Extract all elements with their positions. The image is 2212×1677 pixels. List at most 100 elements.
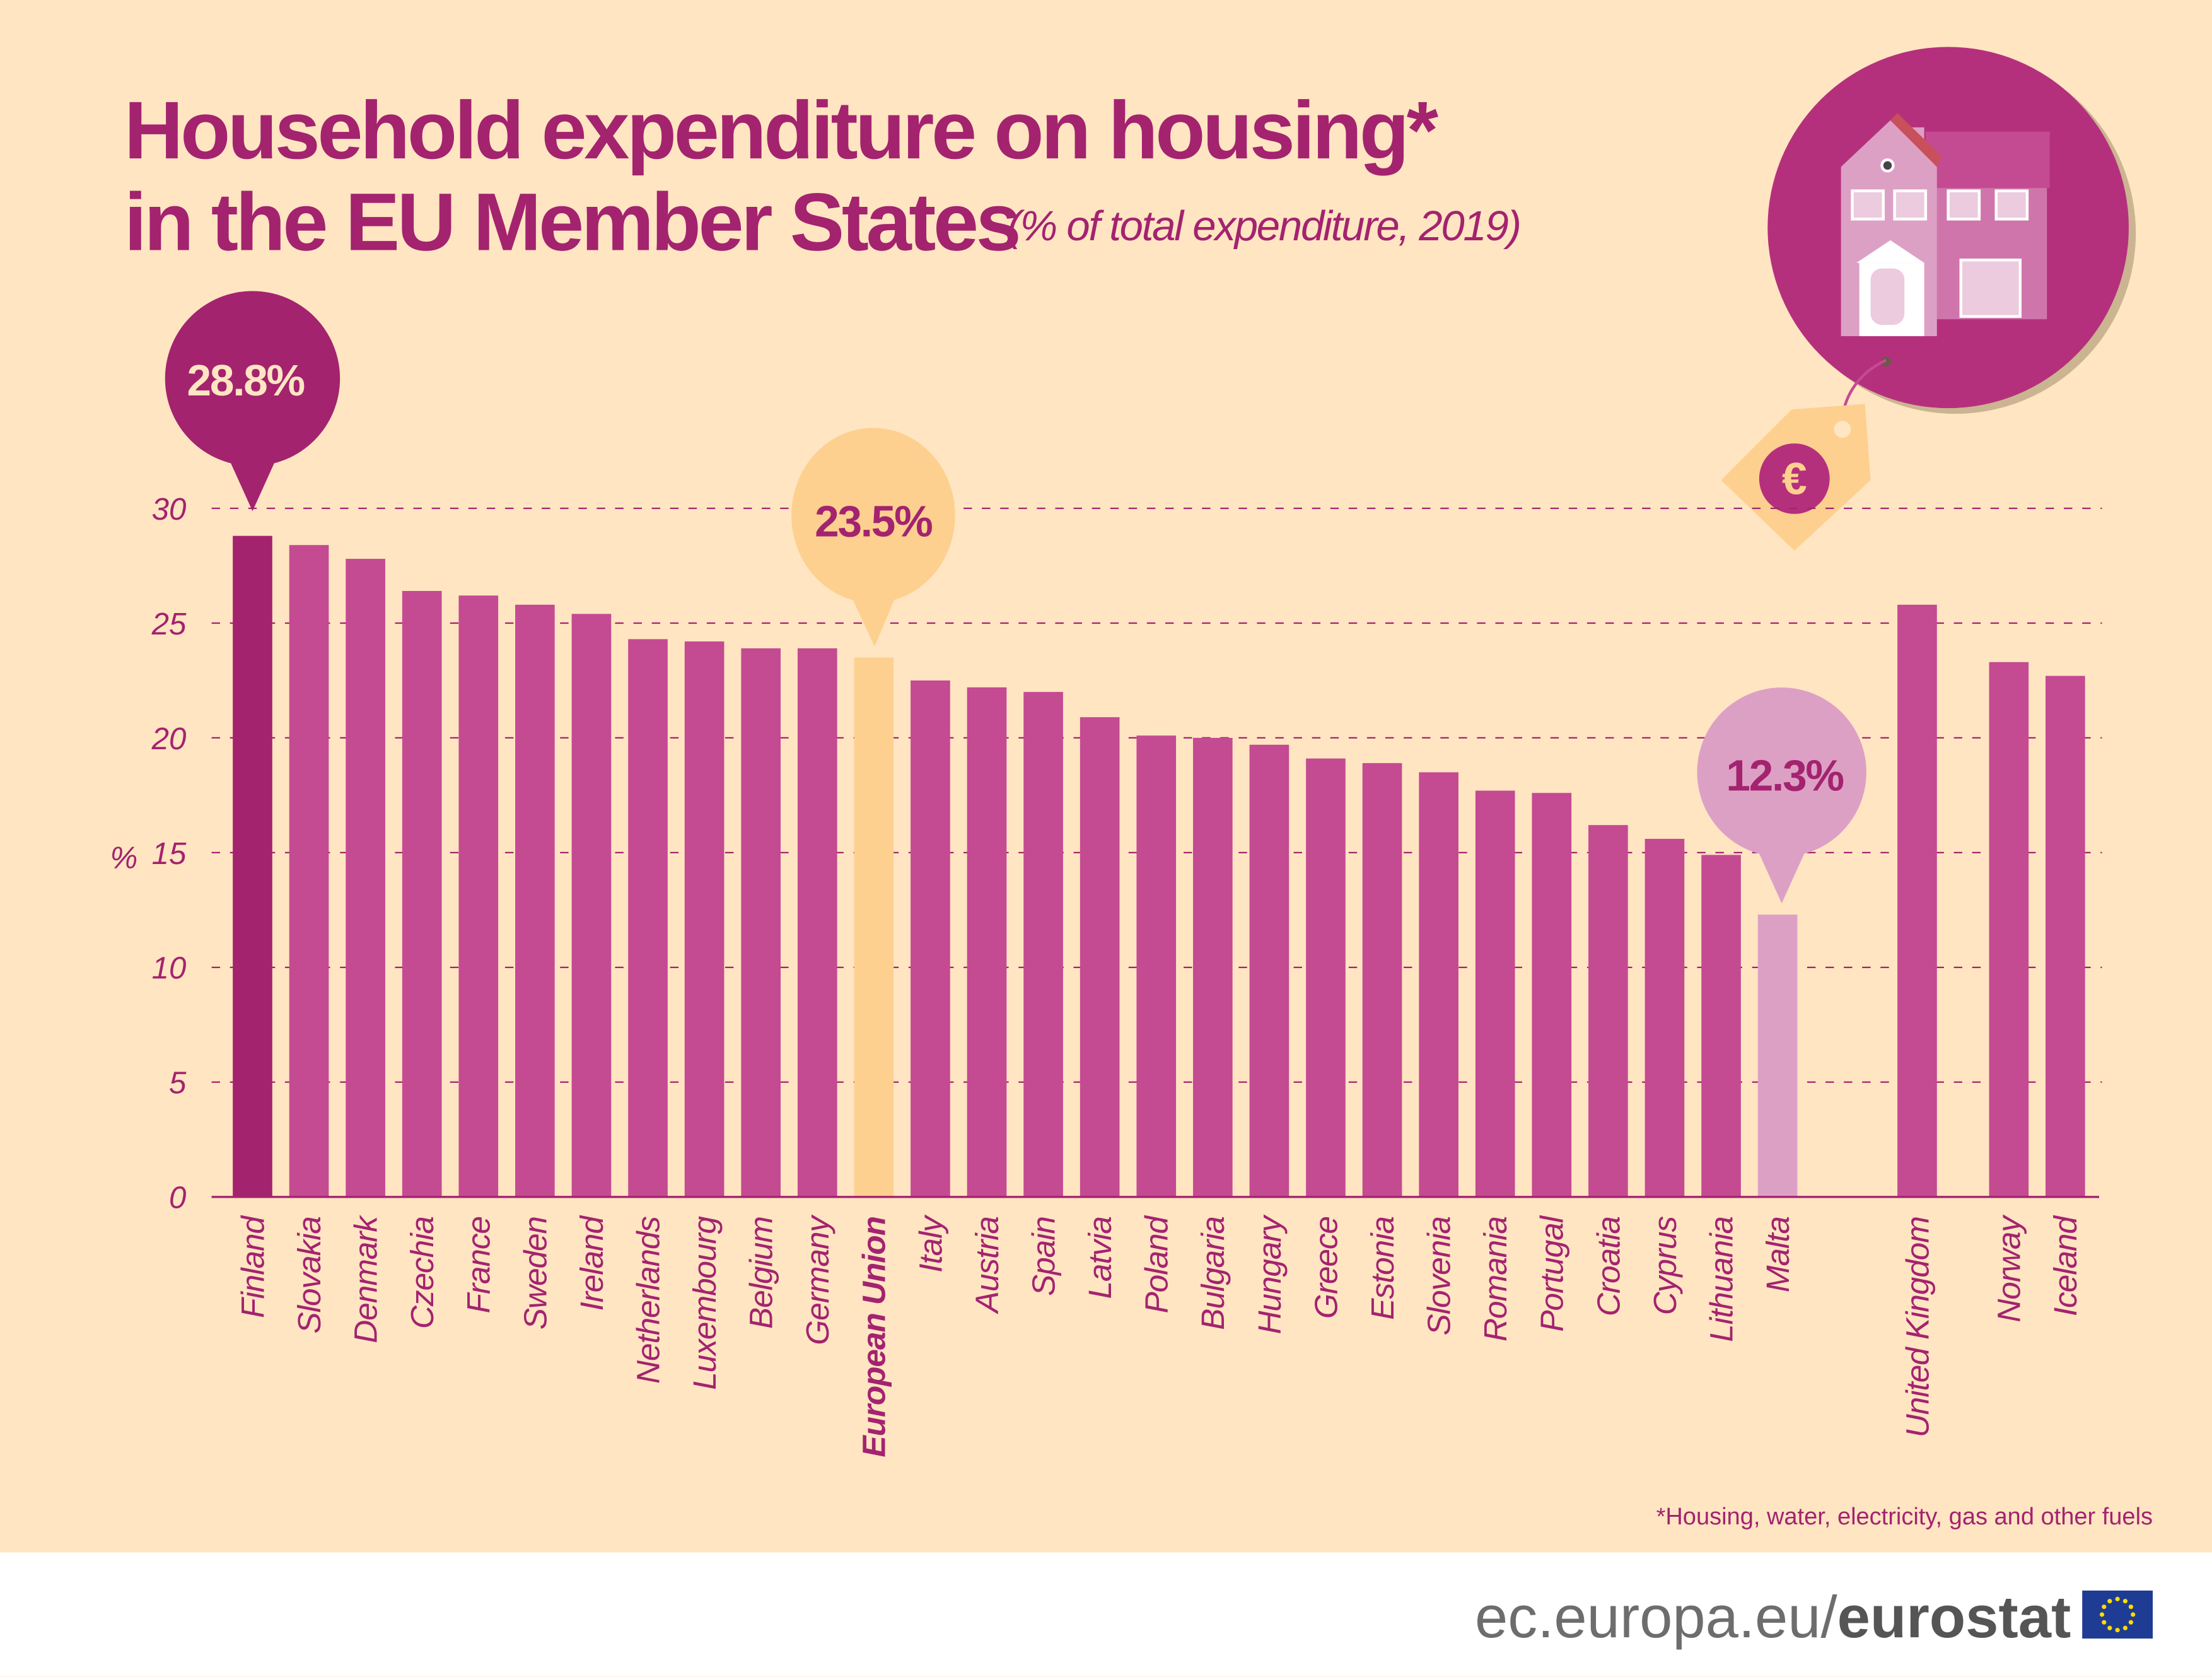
- callout-eu: 23.5%: [791, 428, 955, 647]
- bar-estonia: [1362, 763, 1402, 1197]
- footnote: *Housing, water, electricity, gas and ot…: [1656, 1504, 2153, 1530]
- callout-max-label: 28.8%: [187, 356, 305, 405]
- flag-star: [2099, 1612, 2105, 1617]
- flag-star: [2102, 1620, 2107, 1625]
- bar-latvia: [1080, 717, 1120, 1197]
- bars: [233, 535, 2085, 1197]
- bar-finland: [233, 535, 272, 1197]
- x-tick-label: Denmark: [347, 1215, 384, 1343]
- x-tick-label: Cyprus: [1646, 1217, 1683, 1316]
- y-axis-label: %: [110, 840, 138, 875]
- x-tick-label: Romania: [1477, 1217, 1513, 1341]
- footer-url-prefix: ec.europa.eu/: [1475, 1584, 1837, 1650]
- bar-spain: [1023, 692, 1063, 1197]
- bar-netherlands: [628, 639, 668, 1197]
- bar-cyprus: [1644, 839, 1685, 1197]
- flag-star: [2128, 1620, 2133, 1625]
- flag-star: [2131, 1612, 2136, 1617]
- bar-norway: [1989, 662, 2029, 1197]
- footer-band: [0, 1552, 2212, 1677]
- bar-luxembourg: [684, 641, 725, 1197]
- y-tick-label: 30: [152, 492, 187, 527]
- chart-subtitle: (% of total expenditure, 2019): [1007, 202, 1520, 250]
- x-tick-label: Poland: [1138, 1215, 1175, 1314]
- bar-slovenia: [1419, 772, 1458, 1197]
- bar-malta: [1757, 914, 1798, 1197]
- bar-france: [458, 595, 499, 1197]
- x-tick-label: Norway: [1991, 1214, 2027, 1323]
- flag-star: [2107, 1625, 2112, 1630]
- x-tick-label: Lithuania: [1703, 1217, 1739, 1342]
- flag-star: [2122, 1625, 2128, 1630]
- y-tick-label: 10: [152, 951, 187, 986]
- x-tick-label: Italy: [912, 1214, 948, 1273]
- bar-iceland: [2046, 675, 2085, 1197]
- flag-star: [2128, 1604, 2133, 1610]
- bar-greece: [1306, 758, 1346, 1197]
- x-tick-label: Czechia: [404, 1217, 440, 1329]
- bar-belgium: [741, 648, 781, 1197]
- y-tick-label: 20: [151, 722, 187, 756]
- bar-lithuania: [1701, 855, 1741, 1197]
- flag-star: [2107, 1599, 2112, 1604]
- x-tick-label: Belgium: [743, 1217, 779, 1329]
- bar-denmark: [346, 559, 385, 1197]
- x-tick-label: Slovenia: [1421, 1217, 1457, 1335]
- flag-star: [2115, 1628, 2120, 1633]
- x-tick-label: Bulgaria: [1194, 1217, 1231, 1330]
- y-tick-label: 5: [169, 1066, 187, 1101]
- bar-ireland: [571, 614, 612, 1197]
- bar-sweden: [515, 604, 555, 1197]
- flag-star: [2102, 1604, 2107, 1610]
- x-tick-label: Sweden: [516, 1217, 553, 1329]
- callout-max: 28.8%: [165, 291, 341, 511]
- bar-bulgaria: [1192, 737, 1233, 1197]
- x-tick-label: United Kingdom: [1899, 1217, 1935, 1437]
- x-tick-label: European Union: [856, 1217, 892, 1458]
- x-tick-label: Estonia: [1364, 1217, 1400, 1320]
- euro-price-tag-icon: €: [1721, 359, 1887, 551]
- x-tick-label: Latvia: [1081, 1217, 1118, 1299]
- bar-hungary: [1249, 744, 1289, 1197]
- bar-poland: [1136, 735, 1177, 1197]
- x-tick-label: Luxembourg: [686, 1216, 723, 1390]
- chart-title-line2: in the EU Member States: [124, 177, 1018, 268]
- x-tick-label: Germany: [799, 1214, 835, 1345]
- y-tick-label: 15: [152, 836, 187, 871]
- x-tick-label: Finland: [234, 1215, 271, 1318]
- bar-portugal: [1532, 793, 1572, 1197]
- x-tick-label: Netherlands: [629, 1217, 666, 1384]
- x-tick-label: Spain: [1025, 1217, 1061, 1296]
- x-tick-label: Slovakia: [291, 1217, 327, 1333]
- callout-eu-label: 23.5%: [815, 497, 932, 546]
- x-tick-label: Greece: [1307, 1217, 1344, 1319]
- flag-star: [2115, 1596, 2120, 1601]
- house-icon: [1767, 47, 2136, 414]
- chart-title-line1: Household expenditure on housing*: [124, 85, 1439, 176]
- x-tick-label: Croatia: [1590, 1217, 1626, 1316]
- x-tick-label: Portugal: [1534, 1215, 1570, 1331]
- bar-czechia: [402, 590, 442, 1197]
- footer-url[interactable]: ec.europa.eu/eurostat: [1475, 1584, 2071, 1650]
- footer-brand: eurostat: [1837, 1584, 2071, 1650]
- bar-austria: [967, 687, 1007, 1197]
- bar-united-kingdom: [1897, 604, 1937, 1197]
- x-tick-label: Hungary: [1251, 1214, 1288, 1335]
- callout-min: 12.3%: [1697, 687, 1866, 904]
- x-tick-label: Ireland: [573, 1215, 610, 1311]
- eu-flag-icon: [2082, 1590, 2153, 1639]
- x-tick-label: Iceland: [2047, 1215, 2083, 1317]
- svg-text:€: €: [1782, 454, 1807, 505]
- x-tick-label: Austria: [969, 1217, 1005, 1314]
- callout-min-label: 12.3%: [1726, 751, 1843, 800]
- bar-european-union: [854, 657, 894, 1197]
- y-axis: 0 5 10 15 20 25 30: [151, 492, 187, 1215]
- x-tick-label: Malta: [1759, 1217, 1796, 1292]
- y-tick-label: 0: [169, 1181, 186, 1215]
- x-axis-labels: Finland Slovakia Denmark Czechia France Swede…: [234, 1214, 2083, 1458]
- flag-star: [2122, 1599, 2128, 1604]
- bar-germany: [797, 648, 837, 1197]
- bar-italy: [911, 680, 950, 1197]
- bar-slovakia: [289, 545, 329, 1197]
